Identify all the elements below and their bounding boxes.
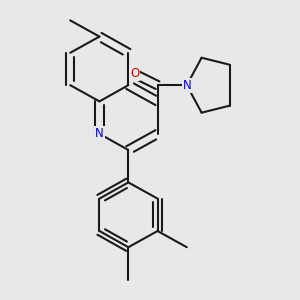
Text: O: O: [130, 68, 139, 80]
Text: N: N: [95, 127, 104, 140]
Text: N: N: [182, 79, 191, 92]
